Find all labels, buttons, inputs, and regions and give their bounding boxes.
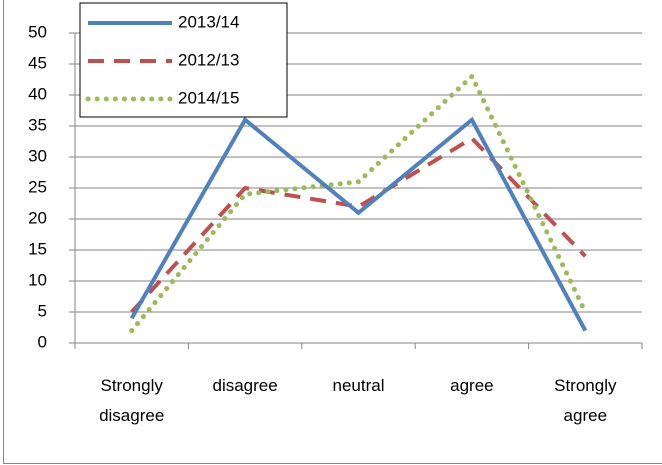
y-tick-label: 50: [28, 22, 47, 41]
x-tick-label-box: agree: [450, 376, 494, 395]
y-tick-label: 15: [28, 239, 47, 258]
chart-frame: [3, 0, 662, 464]
x-tick-label: Strongly disagree: [99, 376, 165, 425]
x-tick-label: disagree: [212, 376, 278, 395]
y-tick-label: 35: [28, 115, 47, 134]
y-tick-label: 10: [28, 270, 47, 289]
y-tick-label: 0: [38, 332, 47, 351]
y-tick-label: 40: [28, 84, 47, 103]
y-tick-label: 25: [28, 177, 47, 196]
series-line: [129, 72, 588, 334]
series-line: [130, 135, 587, 314]
series-line: [129, 116, 588, 332]
x-tick-label: Strongly agree: [554, 376, 617, 425]
x-tick-label: neutral: [332, 376, 385, 395]
y-tick-label: 20: [28, 208, 47, 227]
x-tick-label: agree: [450, 376, 494, 395]
legend-label: 2014/15: [178, 88, 239, 107]
y-tick-label: 45: [28, 53, 47, 72]
legend-label: 2012/13: [178, 50, 239, 69]
y-tick-label: 30: [28, 146, 47, 165]
x-tick-label-box: disagree: [212, 376, 278, 395]
x-tick-label-box: neutral: [332, 376, 385, 395]
legend-label: 2013/14: [178, 12, 239, 31]
x-tick-label-box: Strongly agree: [554, 376, 617, 425]
x-tick-label-box: Strongly disagree: [99, 376, 165, 425]
y-tick-label: 5: [38, 301, 47, 320]
